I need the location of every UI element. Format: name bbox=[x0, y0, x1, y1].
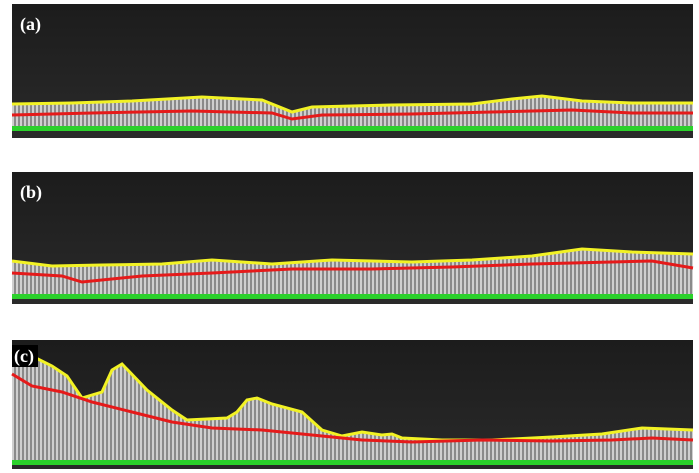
green-baseline bbox=[12, 126, 693, 131]
figure: (a) (b) (c) bbox=[0, 0, 699, 473]
panel-label: (a) bbox=[20, 14, 41, 35]
panel-label: (b) bbox=[20, 182, 42, 203]
panel-c: (c) bbox=[12, 340, 693, 469]
green-baseline bbox=[12, 460, 693, 465]
panel-label: (c) bbox=[14, 346, 34, 367]
green-baseline bbox=[12, 294, 693, 299]
panel-b: (b) bbox=[12, 172, 693, 304]
panel-a: (a) bbox=[12, 4, 693, 138]
